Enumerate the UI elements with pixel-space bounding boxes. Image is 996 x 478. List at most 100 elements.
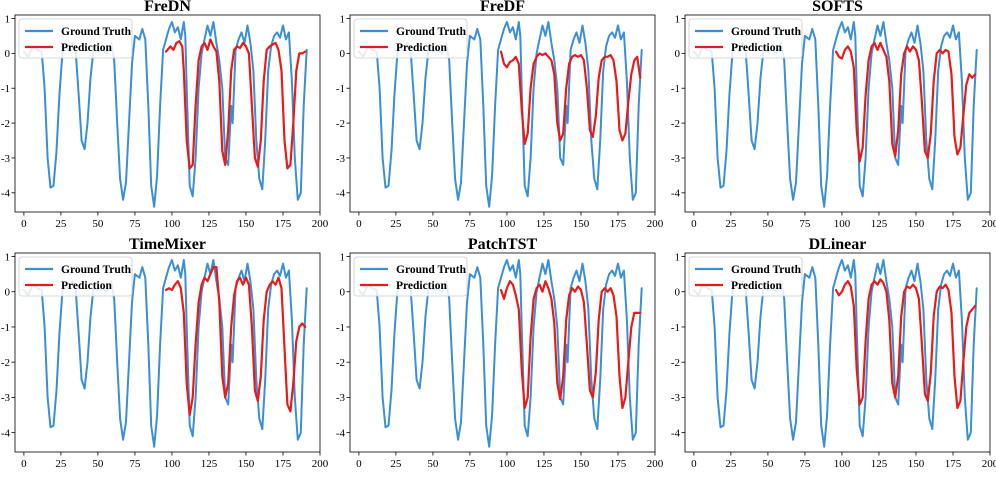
legend-box	[688, 18, 803, 59]
y-tick-label: 1	[340, 13, 346, 25]
x-tick-label: 100	[499, 458, 516, 470]
y-tick-label: -1	[671, 322, 680, 334]
plot-frame	[14, 14, 321, 213]
y-tick-label: -4	[1, 188, 11, 200]
x-tick-label: 100	[834, 458, 851, 470]
y-tick-label: -3	[336, 392, 346, 404]
plot-frame	[349, 14, 656, 213]
x-tick-label: 125	[871, 458, 888, 470]
x-tick-label: 100	[834, 218, 851, 230]
x-tick-label: 150	[238, 458, 255, 470]
y-tick-label: -1	[1, 83, 10, 95]
chart-panel: FreDN 0 25 50 75 100 125 150 175 200 1 0 -1 -2 -3 -4 Gro…	[1, 0, 329, 230]
y-tick-label: -2	[671, 118, 680, 130]
legend: Ground Truth Prediction	[688, 18, 803, 59]
x-tick-label: 100	[164, 218, 181, 230]
prediction-line	[834, 41, 977, 163]
x-tick-label: 0	[356, 458, 362, 470]
x-tick-label: 200	[312, 218, 329, 230]
ground-truth-line	[357, 21, 643, 208]
x-tick-label: 75	[129, 458, 141, 470]
x-tick-label: 75	[799, 458, 811, 470]
x-tick-label: 25	[55, 458, 67, 470]
x-tick-label: 50	[762, 458, 774, 470]
x-tick-label: 75	[464, 218, 476, 230]
legend-label: Prediction	[396, 280, 447, 292]
x-tick-label: 0	[21, 458, 27, 470]
x-tick-label: 25	[725, 458, 737, 470]
y-tick-label: -3	[1, 392, 11, 404]
legend-label: Prediction	[396, 42, 447, 54]
y-tick-label: -4	[671, 188, 681, 200]
chart-panel: DLinear 0 25 50 75 100 125 150 175 200 1 0 -1 -2 -3 -4 G…	[671, 236, 996, 470]
x-tick-label: 150	[908, 218, 925, 230]
y-tick-label: -1	[671, 83, 680, 95]
prediction-line	[164, 38, 307, 170]
chart-title: FreDF	[480, 0, 525, 15]
x-tick-label: 200	[647, 458, 664, 470]
chart-panel: FreDF 0 25 50 75 100 125 150 175 200 1 0 -1 -2 -3 -4 Gro…	[336, 0, 664, 230]
y-tick-label: -1	[336, 83, 345, 95]
x-tick-label: 75	[129, 218, 141, 230]
chart-title: PatchTST	[468, 236, 538, 253]
y-tick-label: 1	[5, 251, 11, 263]
x-tick-label: 25	[55, 218, 67, 230]
ground-truth-line	[692, 21, 978, 208]
legend-label: Prediction	[731, 280, 782, 292]
x-tick-label: 50	[427, 458, 439, 470]
x-tick-label: 75	[799, 218, 811, 230]
x-tick-label: 175	[275, 218, 292, 230]
x-tick-label: 150	[238, 218, 255, 230]
legend-label: Ground Truth	[396, 26, 467, 38]
legend-label: Ground Truth	[61, 264, 132, 276]
legend-box	[18, 18, 133, 59]
x-tick-label: 200	[982, 218, 996, 230]
legend: Ground Truth Prediction	[18, 256, 133, 297]
y-tick-label: 1	[675, 251, 681, 263]
x-tick-label: 125	[871, 218, 888, 230]
ground-truth-line	[692, 259, 978, 448]
x-tick-label: 125	[201, 218, 218, 230]
y-tick-label: -4	[671, 427, 681, 439]
y-tick-label: -3	[671, 153, 681, 165]
legend: Ground Truth Prediction	[688, 256, 803, 297]
prediction-line	[499, 280, 642, 410]
y-tick-label: -2	[336, 357, 345, 369]
x-tick-label: 150	[573, 458, 590, 470]
x-tick-label: 100	[164, 458, 181, 470]
legend: Ground Truth Prediction	[353, 18, 468, 59]
legend-box	[353, 18, 468, 59]
y-tick-label: 1	[5, 13, 11, 25]
y-tick-label: -3	[336, 153, 346, 165]
legend-label: Ground Truth	[731, 26, 802, 38]
x-tick-label: 0	[691, 458, 697, 470]
legend-box	[18, 256, 133, 297]
legend-box	[688, 256, 803, 297]
chart-title: FreDN	[144, 0, 191, 15]
y-tick-label: -4	[336, 427, 346, 439]
legend: Ground Truth Prediction	[353, 256, 468, 297]
plot-frame	[14, 252, 321, 453]
prediction-line	[834, 278, 977, 410]
y-tick-label: 0	[340, 48, 346, 60]
y-tick-label: -1	[336, 322, 345, 334]
x-tick-label: 25	[390, 458, 402, 470]
x-tick-label: 175	[610, 218, 627, 230]
y-tick-label: -4	[336, 188, 346, 200]
prediction-line	[499, 50, 642, 146]
x-tick-label: 50	[427, 218, 439, 230]
y-tick-label: -1	[1, 322, 10, 334]
legend-label: Prediction	[731, 42, 782, 54]
chart-panel: TimeMixer 0 25 50 75 100 125 150 175 200 1 0 -1 -2 -3 -…	[1, 236, 329, 470]
x-tick-label: 0	[356, 218, 362, 230]
x-tick-label: 200	[312, 458, 329, 470]
ground-truth-line	[22, 21, 308, 208]
chart-panel: PatchTST 0 25 50 75 100 125 150 175 200 1 0 -1 -2 -3 -4…	[336, 236, 664, 470]
y-tick-label: -2	[336, 118, 345, 130]
x-tick-label: 0	[691, 218, 697, 230]
legend-label: Prediction	[61, 280, 112, 292]
legend-label: Ground Truth	[61, 26, 132, 38]
legend: Ground Truth Prediction	[18, 18, 133, 59]
x-tick-label: 175	[275, 458, 292, 470]
prediction-line	[164, 266, 307, 417]
